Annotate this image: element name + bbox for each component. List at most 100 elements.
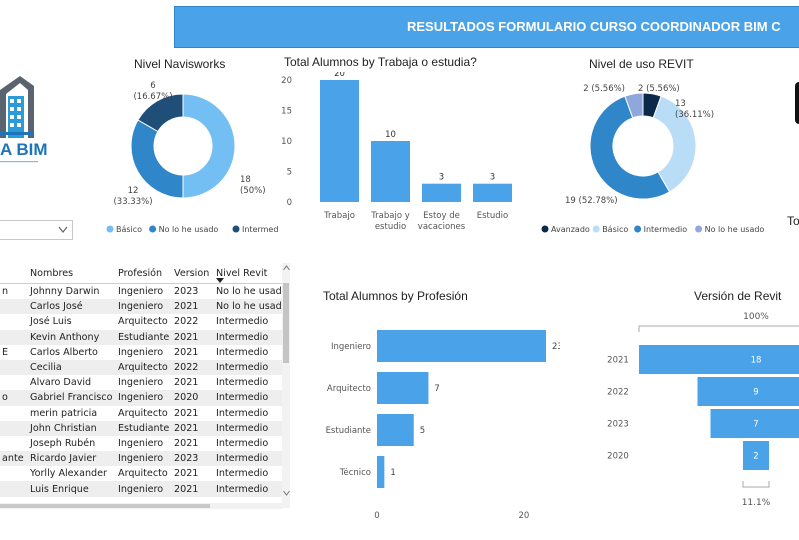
table-row[interactable]: John Christian Estudiante 2021 Intermedio [0,420,288,436]
y-tick-1: 5 [287,168,292,178]
table-cell: Estudiante [116,329,172,345]
filter-dropdown[interactable] [0,220,73,240]
table-cell: 2021 [172,329,214,345]
table-cell [0,406,28,421]
card-edge-label: To [787,214,799,228]
column-header-nivel-revit[interactable]: Nivel Revit [214,263,288,284]
funnel-bar-2 [710,409,799,438]
x-tick-0: Trabajo [323,211,355,221]
table-cell: Carlos José [28,299,116,315]
bar-0 [377,330,546,362]
table-cell: 2021 [172,420,214,436]
table-row[interactable]: Carlos José Ingeniero 2021 No lo he usado [0,299,288,315]
table-row[interactable]: Yorlly Alexander Arquitecto 2021 Intermedio [0,466,288,481]
table-row[interactable]: ante Ricardo Javier Ingeniero 2023 Intermedi… [0,451,288,467]
table-cell: E [2,346,9,358]
table-row[interactable]: Cecilia Arquitecto 2022 Intermedio [0,359,288,376]
table-cell: Intermedio [214,481,288,497]
table-cell: Carlos Alberto [30,346,98,358]
x-tick-0: 0 [374,511,379,521]
table-row[interactable]: E Carlos Alberto Ingeniero 2021 Intermedio [0,345,288,360]
table-cell: n [2,286,9,298]
table-cell: Alvaro David [30,377,92,389]
students-table: Nombres Profesión Version Nivel Revit n J… [0,263,288,497]
table-cell [0,466,28,481]
table-cell [0,329,28,345]
table-row[interactable]: Alvaro David Ingeniero 2021 Intermedio [0,375,288,390]
table-cell: 2021 [174,407,199,419]
table-cell: Luis Enrique [28,481,116,497]
bar-value-0: 20 [334,72,345,79]
donut-slice-3 [624,92,644,119]
table-cell: Estudiante [116,420,172,436]
funnel-value-2: 7 [753,420,758,430]
table-cell: Intermedio [214,451,288,467]
y-tick-1: Arquitecto [327,384,371,394]
table-row[interactable]: merin patricia Arquitecto 2021 Intermedio [0,406,288,421]
bar-value-3: 3 [490,173,495,183]
table-cell: Arquitecto [118,316,168,328]
table-cell: Intermedio [216,377,269,389]
scroll-up-icon[interactable] [283,265,290,271]
table-row[interactable]: Joseph Rubén Ingeniero 2021 Intermedio [0,436,288,451]
column-header-version[interactable]: Version [174,267,210,279]
table-cell: Intermedio [214,329,288,345]
funnel-category-0: 2021 [607,356,629,366]
table-row[interactable]: Luis Enrique Ingeniero 2021 Intermedio [0,481,288,497]
data-label-3: 2 (5.56%) [583,84,625,94]
y-tick-2: Estudiante [326,426,371,436]
table-cell: 2021 [174,346,199,358]
table-cell: Ingeniero [118,286,164,298]
scroll-down-icon[interactable] [283,490,290,496]
table-cell: José Luis [30,316,72,328]
table-cell: Ingeniero [118,437,164,449]
x-tick-3: Estudio [477,211,508,221]
column-header-0[interactable] [0,263,28,284]
table-cell: Yorlly Alexander [30,468,107,480]
table-cell: 2020 [172,390,214,406]
table-cell: Arquitecto [116,359,172,376]
table-cell [0,299,28,315]
table-cell: Johnny Darwin [30,286,100,298]
column-header-nombres[interactable]: Nombres [30,267,74,279]
table-scrollbar[interactable] [282,263,290,508]
building-logo-icon [0,76,34,138]
bar-value-3: 1 [390,468,395,478]
table-cell: 2021 [174,377,199,389]
table-cell: Ingeniero [116,390,172,406]
table-row[interactable]: n Johnny Darwin Ingeniero 2023 No lo he usad… [0,284,288,300]
header-banner: RESULTADOS FORMULARIO CURSO COORDINADOR … [174,6,799,48]
y-tick-4: 20 [281,76,292,86]
y-tick-3: 15 [281,107,292,117]
table-cell: Ingeniero [116,451,172,467]
table-cell [0,420,28,436]
revit-level-donut-chart: 2 (5.56%) 13 (36.11%) 19 (52.78%) 2 (5.56%) A… [541,84,765,234]
column-header-profesion[interactable]: Profesión [118,267,163,279]
bar-value-1: 7 [434,384,439,394]
profesion-bar-chart: Ingeniero 23 Arquitecto 7 Estudiante 5 Técnico… [326,330,560,521]
table-row[interactable]: Kevin Anthony Estudiante 2021 Intermedio [0,329,288,345]
table-cell: ante [0,451,28,467]
version-funnel-chart: 100% 18 2021 9 2022 7 2023 2 2020 11.1% [607,312,799,508]
table-row[interactable]: José Luis Arquitecto 2022 Intermedio [0,314,288,329]
legend-label-1: No lo he usado [159,225,219,234]
table-cell: 2023 [174,286,199,298]
bar-value-1: 10 [385,130,396,140]
table-cell: Ingeniero [116,299,172,315]
table-cell: John Christian [28,420,116,436]
table-cell: 2023 [172,451,214,467]
table-cell: No lo he usado [216,286,288,298]
donut-slice-2 [137,93,184,133]
funnel-bar-0 [639,345,799,374]
legend-label-3: No lo he usado [705,225,765,234]
table-scrollbar-thumb[interactable] [283,283,289,363]
table-cell: Ingeniero [118,346,164,358]
trabaja-title: Total Alumnos by Trabaja o estudia? [284,55,477,69]
table-cell: Intermedio [214,359,288,376]
table-cell [0,314,28,329]
table-row[interactable]: o Gabriel Francisco Ingeniero 2020 Intermedi… [0,390,288,406]
table-hscrollbar[interactable] [0,503,282,509]
funnel-bar-1 [697,377,799,406]
table-cell: Ingeniero [116,481,172,497]
profesion-title: Total Alumnos by Profesión [323,289,468,303]
